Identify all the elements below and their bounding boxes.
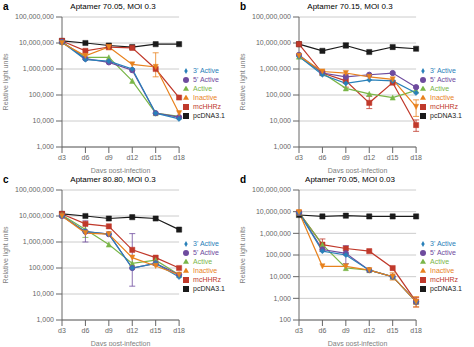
html-text:b: b	[240, 1, 247, 12]
svg-text:d6: d6	[82, 154, 90, 161]
svg-text:d18: d18	[173, 327, 185, 334]
svg-text:1,000,000: 1,000,000	[260, 230, 291, 237]
svg-text:d15: d15	[387, 154, 399, 161]
svg-text:100,000: 100,000	[266, 251, 291, 258]
svg-text:100: 100	[279, 316, 291, 323]
html-text:pcDNA3.1: pcDNA3.1	[193, 285, 225, 292]
svg-text:d9: d9	[342, 154, 350, 161]
html-text:Inactive: Inactive	[430, 267, 455, 274]
svg-text:10,000,000: 10,000,000	[19, 39, 54, 46]
svg-text:1,000: 1,000	[273, 143, 291, 150]
svg-text:10,000,000: 10,000,000	[256, 208, 291, 215]
svg-text:d12: d12	[363, 154, 375, 161]
svg-text:d18: d18	[173, 154, 185, 161]
svg-text:d18: d18	[410, 327, 422, 334]
svg-text:100,000: 100,000	[29, 91, 54, 98]
html-text:Aptamer 80.80, MOI 0.3: Aptamer 80.80, MOI 0.3	[70, 175, 156, 184]
svg-text:d6: d6	[82, 327, 90, 334]
html-text:Aptamer 70.15, MOI 0.3: Aptamer 70.15, MOI 0.3	[307, 2, 393, 11]
svg-text:10,000: 10,000	[270, 273, 292, 280]
svg-text:Relative light units: Relative light units	[239, 226, 247, 283]
html-text:Inactive: Inactive	[430, 94, 455, 101]
svg-text:100,000,000: 100,000,000	[15, 13, 54, 20]
html-text:mcHHRz: mcHHRz	[193, 103, 222, 110]
svg-text:d6: d6	[319, 154, 327, 161]
html-text:d: d	[240, 174, 247, 185]
html-text:c: c	[3, 174, 9, 185]
html-text:pcDNA3.1: pcDNA3.1	[430, 285, 462, 292]
svg-text:10,000,000: 10,000,000	[256, 39, 291, 46]
svg-text:d3: d3	[58, 327, 66, 334]
svg-text:Relative light units: Relative light units	[8, 53, 10, 110]
html-text:Inactive: Inactive	[193, 94, 218, 101]
html-text:Inactive: Inactive	[193, 267, 218, 274]
svg-text:d15: d15	[150, 154, 162, 161]
svg-text:d12: d12	[126, 154, 138, 161]
svg-text:d3: d3	[295, 154, 303, 161]
svg-text:d18: d18	[410, 154, 422, 161]
svg-text:d9: d9	[342, 327, 350, 334]
svg-text:1,000,000: 1,000,000	[260, 65, 291, 72]
svg-text:d9: d9	[105, 154, 113, 161]
svg-text:d15: d15	[150, 327, 162, 334]
html-text:a: a	[3, 1, 9, 12]
html-text:3' Active: 3' Active	[193, 240, 219, 247]
svg-text:Relative light units: Relative light units	[8, 226, 10, 283]
svg-text:1,000: 1,000	[36, 316, 54, 323]
html-text:3' Active: 3' Active	[430, 240, 456, 247]
html-text:3' Active: 3' Active	[430, 67, 456, 74]
svg-text:1,000: 1,000	[36, 143, 54, 150]
svg-text:1,000: 1,000	[273, 295, 291, 302]
svg-text:Days post-infection: Days post-infection	[91, 167, 151, 173]
html-text:5' Active: 5' Active	[430, 76, 456, 83]
html-text:Active: Active	[430, 258, 450, 265]
svg-text:10,000: 10,000	[33, 117, 55, 124]
html-text:mcHHRz: mcHHRz	[193, 276, 222, 283]
svg-text:Days post-infection: Days post-infection	[91, 340, 151, 346]
html-text:Aptamer 70.05, MOI 0.3: Aptamer 70.05, MOI 0.3	[70, 2, 156, 11]
html-text:3' Active: 3' Active	[193, 67, 219, 74]
svg-text:d3: d3	[295, 327, 303, 334]
svg-text:Days post-infection: Days post-infection	[328, 340, 388, 346]
html-text:mcHHRz: mcHHRz	[430, 276, 459, 283]
svg-text:100,000,000: 100,000,000	[15, 186, 54, 193]
html-text:5' Active: 5' Active	[430, 249, 456, 256]
svg-text:100,000: 100,000	[266, 91, 291, 98]
svg-text:d6: d6	[319, 327, 327, 334]
svg-text:d3: d3	[58, 154, 66, 161]
svg-text:d12: d12	[363, 327, 375, 334]
html-text:Active: Active	[430, 85, 450, 92]
svg-text:10,000,000: 10,000,000	[19, 212, 54, 219]
svg-text:100,000,000: 100,000,000	[252, 186, 291, 193]
svg-text:1,000,000: 1,000,000	[23, 65, 54, 72]
html-text:5' Active: 5' Active	[193, 76, 219, 83]
html-text:Active: Active	[193, 258, 213, 265]
svg-text:d12: d12	[126, 327, 138, 334]
html-text:Aptamer 70.05, MOI 0.03: Aptamer 70.05, MOI 0.03	[305, 175, 395, 184]
html-text:5' Active: 5' Active	[193, 249, 219, 256]
svg-text:100,000: 100,000	[29, 264, 54, 271]
svg-text:10,000: 10,000	[33, 290, 55, 297]
svg-text:d9: d9	[105, 327, 113, 334]
svg-text:Relative light units: Relative light units	[239, 53, 247, 110]
html-text:Active: Active	[193, 85, 213, 92]
html-text:mcHHRz: mcHHRz	[430, 103, 459, 110]
svg-text:Days post-infection: Days post-infection	[328, 167, 388, 173]
svg-text:d15: d15	[387, 327, 399, 334]
html-text:pcDNA3.1: pcDNA3.1	[430, 112, 462, 119]
html-text:pcDNA3.1: pcDNA3.1	[193, 112, 225, 119]
svg-text:1,000,000: 1,000,000	[23, 238, 54, 245]
svg-text:100,000,000: 100,000,000	[252, 13, 291, 20]
svg-text:10,000: 10,000	[270, 117, 292, 124]
